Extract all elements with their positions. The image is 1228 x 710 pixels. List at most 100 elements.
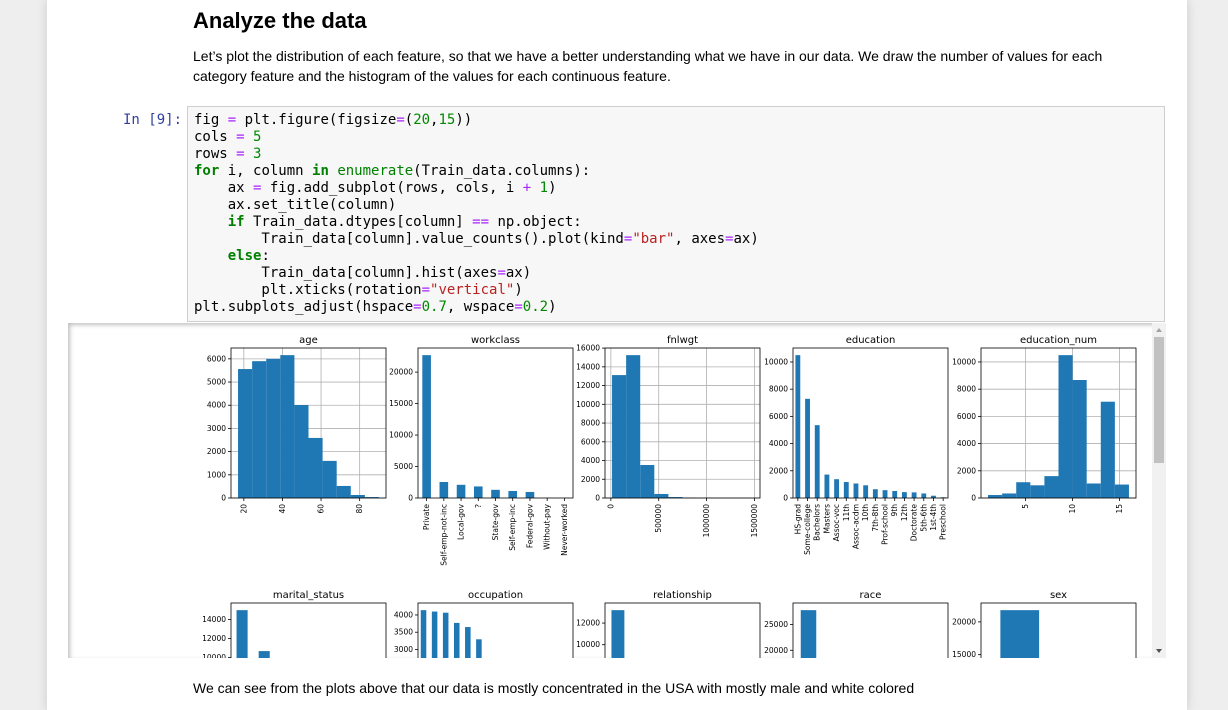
code-token — [194, 248, 228, 264]
x-tick-label: Some-college — [803, 504, 812, 555]
code-token: = — [497, 265, 506, 281]
code-token: ax.set_title(column) — [194, 197, 397, 213]
x-tick-label: 500000 — [654, 504, 663, 533]
scroll-down[interactable] — [1156, 649, 1162, 653]
code-token: ) — [514, 282, 523, 298]
subplot-title: race — [860, 590, 882, 601]
code-token: , wspace — [446, 299, 515, 315]
code-token — [194, 214, 228, 230]
x-tick-label: 1000000 — [702, 504, 711, 538]
code-line: for i, column in enumerate(Train_data.co… — [194, 163, 1164, 180]
y-tick-label: 6000 — [957, 412, 976, 421]
code-token: ax) — [733, 231, 759, 247]
code-token: for — [194, 163, 220, 179]
y-tick-label: 2000 — [769, 466, 788, 475]
x-tick-label: Bachelors — [813, 504, 822, 541]
subplot-title: relationship — [653, 590, 712, 601]
y-tick-label: 10000 — [952, 357, 976, 366]
bar — [921, 493, 927, 498]
code-token: = — [623, 231, 633, 247]
y-tick-label: 10000 — [764, 357, 788, 366]
plot-area — [605, 603, 760, 658]
plot-area — [793, 603, 948, 658]
plot-frame — [604, 347, 761, 499]
code-token: ) — [548, 180, 557, 196]
x-tick-label: 10 — [1068, 504, 1077, 514]
code-token: "bar" — [632, 231, 675, 247]
x-tick-label: Private — [422, 504, 431, 531]
x-tick-label: 1st-4th — [929, 504, 938, 531]
code-token: + — [522, 180, 532, 196]
y-tick-label: 4000 — [207, 401, 226, 410]
code-token: 0.2 — [522, 299, 549, 315]
bar — [795, 355, 801, 498]
bar — [901, 492, 907, 498]
plot-frame — [417, 602, 574, 658]
x-tick-label: Doctorate — [910, 504, 919, 542]
code-token: = — [236, 129, 245, 145]
code-cell[interactable]: fig = plt.figure(figsize=(20,15)) cols = … — [187, 106, 1165, 322]
cell-output: age 0 1000 2000 3000 4000 5000 6000 20 40 60 80 work… — [68, 323, 1166, 658]
subplot-title: education_num — [1020, 335, 1097, 346]
x-tick-label: Assoc-voc — [832, 504, 841, 541]
y-tick-label: 10000 — [576, 640, 600, 649]
plot-frame — [604, 602, 761, 658]
x-tick-label: ? — [474, 504, 483, 508]
scroll-up[interactable] — [1156, 328, 1162, 332]
bar — [525, 491, 535, 498]
x-tick-label: 40 — [278, 504, 287, 514]
plot-frame — [417, 347, 574, 499]
code-token — [245, 146, 253, 162]
x-tick-label: Masters — [822, 504, 831, 534]
histogram-bar — [654, 493, 669, 498]
x-tick-label: 15 — [1115, 504, 1124, 514]
cell-prompt: In [9]: — [123, 112, 183, 128]
x-tick-label: 9th — [890, 504, 899, 517]
code-token: 3 — [253, 146, 262, 162]
code-line: cols = 5 — [194, 129, 1164, 146]
code-line: Train_data[column].hist(axes=ax) — [194, 265, 1164, 282]
bar — [872, 489, 878, 498]
bar — [853, 483, 859, 498]
code-token: Train_data.dtypes[column] — [244, 214, 473, 230]
y-tick-label: 4000 — [957, 439, 976, 448]
y-tick-label: 4000 — [581, 456, 600, 465]
plot-frame — [230, 347, 387, 499]
code-line: rows = 3 — [194, 146, 1164, 163]
scroll-thumb[interactable] — [1154, 337, 1164, 463]
histogram-bar — [1086, 483, 1101, 498]
code-token: fig — [194, 112, 228, 128]
histogram-bar — [252, 361, 267, 498]
y-tick-label: 15000 — [952, 650, 976, 658]
code-line: plt.subplots_adjust(hspace=0.7, wspace=0… — [194, 299, 1164, 316]
plot-area — [418, 603, 573, 658]
code-token: ) — [548, 299, 557, 315]
bar — [611, 610, 625, 658]
y-tick-label: 2000 — [957, 466, 976, 475]
histogram-bar — [1030, 485, 1045, 498]
x-tick-label: Without-pay — [543, 503, 552, 549]
histogram-bar — [1002, 493, 1017, 498]
y-tick-label: 0 — [971, 494, 976, 503]
code-line: plt.xticks(rotation="vertical") — [194, 282, 1164, 299]
x-tick-label: 12th — [900, 504, 909, 521]
y-tick-label: 25000 — [764, 620, 788, 629]
y-tick-label: 3000 — [207, 424, 226, 433]
x-tick-label: 80 — [355, 504, 364, 514]
x-tick-label: Self-emp-not-inc — [439, 504, 448, 566]
subplot-title: occupation — [468, 590, 523, 601]
y-tick-label: 2000 — [581, 475, 600, 484]
plot-frame — [792, 602, 949, 658]
y-tick-label: 8000 — [581, 419, 600, 428]
code-token: if — [227, 214, 245, 230]
code-token: 5 — [253, 129, 262, 145]
histogram-bar — [1100, 401, 1115, 498]
scrollbar[interactable] — [1152, 323, 1166, 658]
histogram-bar — [336, 485, 351, 498]
y-tick-label: 16000 — [576, 344, 600, 353]
y-tick-label: 10000 — [389, 431, 413, 440]
histogram-bar — [1016, 482, 1031, 498]
